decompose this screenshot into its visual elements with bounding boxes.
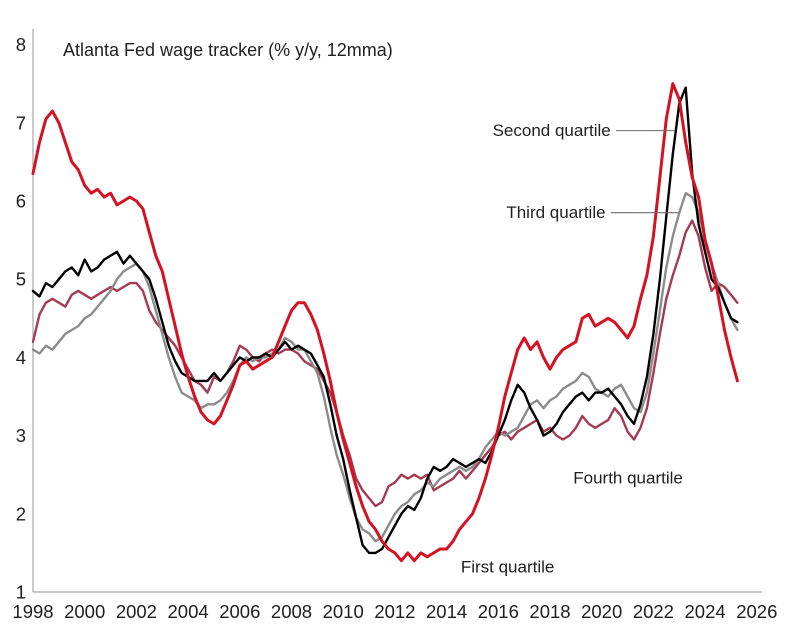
x-axis-tick-labels: 1998 2000 2002 2004 2006 2008 2010 2012 2014 2016… [12, 601, 777, 622]
x-tick-label: 1998 [12, 601, 53, 622]
series-label-fourth-quartile: Fourth quartile [573, 468, 683, 487]
x-tick-label: 2006 [219, 601, 260, 622]
x-tick-label: 2012 [374, 601, 415, 622]
y-tick-label: 5 [16, 269, 26, 290]
y-tick-label: 7 [16, 112, 26, 133]
series-lines [31, 82, 739, 563]
series-label-second-quartile: Second quartile [493, 121, 611, 140]
y-tick-label: 8 [16, 34, 26, 55]
y-tick-label: 2 [16, 503, 26, 524]
x-tick-label: 2002 [116, 601, 157, 622]
chart-title: Atlanta Fed wage tracker (% y/y, 12mma) [63, 40, 393, 60]
x-tick-label: 2020 [581, 601, 622, 622]
axes [32, 29, 762, 593]
series-label-first-quartile: First quartile [461, 557, 555, 576]
series-line-fourth-quartile [31, 219, 739, 508]
series-label-third-quartile: Third quartile [506, 203, 605, 222]
x-tick-label: 2016 [478, 601, 519, 622]
x-tick-label: 2008 [271, 601, 312, 622]
y-tick-label: 6 [16, 191, 26, 212]
x-tick-label: 2022 [633, 601, 674, 622]
x-tick-label: 2010 [323, 601, 364, 622]
x-tick-label: 2014 [426, 601, 467, 622]
x-tick-label: 2026 [736, 601, 777, 622]
series-line-third-quartile [31, 191, 739, 543]
y-tick-label: 4 [16, 347, 26, 368]
x-tick-label: 2018 [529, 601, 570, 622]
x-tick-label: 2024 [685, 601, 726, 622]
x-tick-label: 2004 [168, 601, 209, 622]
y-tick-label: 1 [16, 582, 26, 603]
x-tick-label: 2000 [64, 601, 105, 622]
y-tick-label: 3 [16, 425, 26, 446]
series-line-first-quartile [31, 82, 739, 563]
series-annotations: Second quartile Third quartile Fourth quar… [461, 121, 683, 576]
y-axis-tick-labels: 1 2 3 4 5 6 7 8 [16, 34, 26, 602]
